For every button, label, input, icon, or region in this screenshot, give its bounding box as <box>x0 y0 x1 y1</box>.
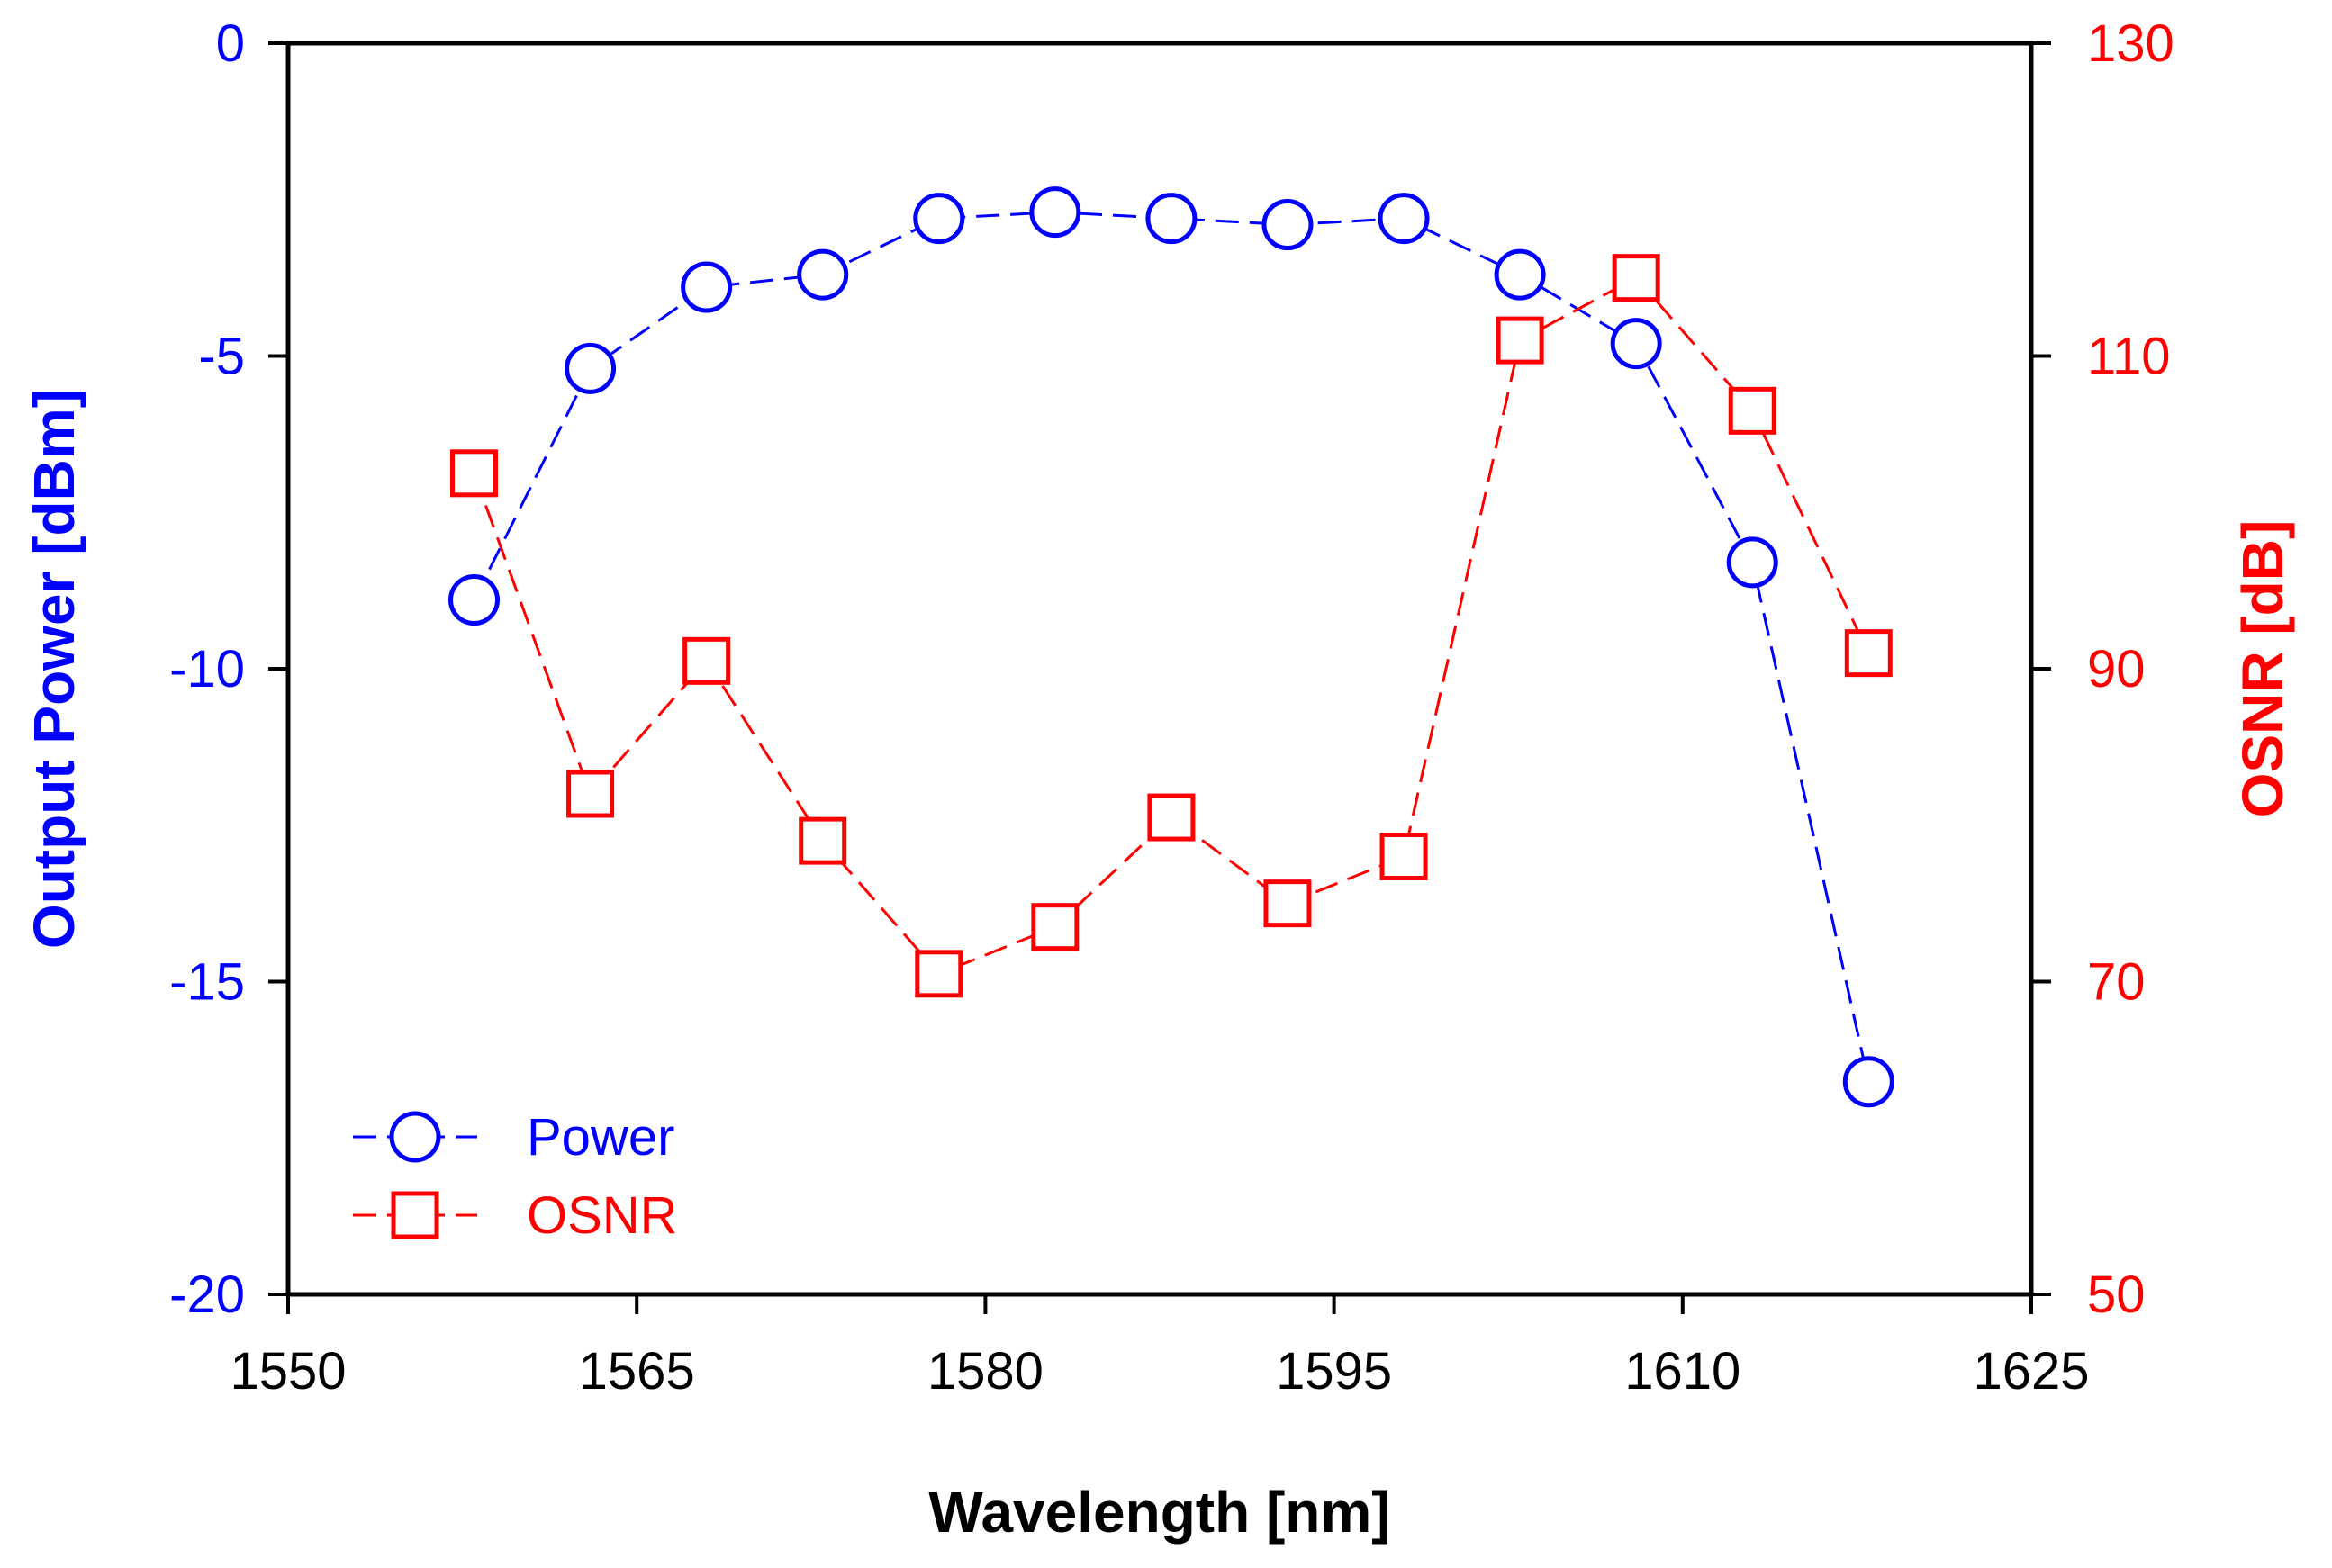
data-point-osnr <box>1728 386 1776 435</box>
data-point-osnr <box>682 636 731 685</box>
data-point-osnr <box>1379 833 1428 880</box>
right-y-tick-label: 110 <box>2087 328 2170 386</box>
x-tick-label: 1550 <box>230 1342 346 1401</box>
x-axis: 1550 1565 1580 1595 1610 1625 <box>230 1294 2090 1401</box>
left-y-axis: 0 -5 -10 -15 -20 <box>169 14 288 1324</box>
data-point-osnr <box>1031 903 1080 951</box>
right-y-tick-label: 90 <box>2087 640 2146 698</box>
right-y-tick-label: 70 <box>2087 953 2146 1012</box>
data-point-osnr <box>1263 879 1312 928</box>
data-point-power <box>1726 536 1778 589</box>
left-y-tick-label: -5 <box>198 328 245 386</box>
legend-osnr-label: OSNR <box>527 1186 678 1245</box>
data-point-osnr <box>1496 316 1544 365</box>
series-layer <box>448 186 1894 1108</box>
x-tick-label: 1610 <box>1624 1342 1740 1401</box>
left-y-tick-label: -15 <box>169 953 245 1012</box>
data-point-osnr <box>1844 629 1893 678</box>
left-y-tick-label: 0 <box>216 14 245 73</box>
series-line-osnr <box>473 275 1870 976</box>
data-point-osnr <box>799 816 847 865</box>
data-point-power <box>913 193 965 245</box>
right-y-tick-label: 50 <box>2087 1266 2146 1324</box>
legend-power-marker <box>389 1111 441 1163</box>
data-point-power <box>1610 318 1662 370</box>
left-y-tick-label: -10 <box>169 640 245 698</box>
data-point-power <box>1145 193 1198 245</box>
data-point-power <box>1378 193 1430 245</box>
right-y-axis: 130 110 90 70 50 <box>2031 14 2174 1324</box>
right-y-axis-title: OSNR [dB] <box>2230 520 2295 818</box>
data-point-osnr <box>566 770 615 818</box>
data-point-osnr <box>915 950 963 998</box>
right-y-tick-label: 130 <box>2087 14 2174 73</box>
x-tick-label: 1580 <box>927 1342 1044 1401</box>
data-point-power <box>565 342 617 394</box>
data-point-osnr <box>1612 254 1660 302</box>
data-point-power <box>1842 1056 1894 1108</box>
x-tick-label: 1625 <box>1973 1342 2089 1401</box>
data-point-power <box>1029 186 1081 239</box>
data-point-osnr <box>1147 793 1196 842</box>
x-tick-label: 1595 <box>1276 1342 1392 1401</box>
data-point-power <box>1494 248 1546 301</box>
data-point-power <box>1261 199 1314 251</box>
x-tick-label: 1565 <box>579 1342 695 1401</box>
data-point-power <box>681 261 733 313</box>
left-y-tick-label: -20 <box>169 1266 245 1324</box>
legend-osnr-marker <box>391 1191 439 1239</box>
left-y-axis-title: Output Power [dBm] <box>22 389 86 949</box>
data-point-power <box>797 248 849 301</box>
legend-power-label: Power <box>527 1108 674 1167</box>
data-point-power <box>448 574 501 626</box>
legend: Power OSNR <box>353 1108 678 1245</box>
data-point-osnr <box>450 449 499 498</box>
x-axis-title: Wavelength [nm] <box>928 1480 1390 1545</box>
